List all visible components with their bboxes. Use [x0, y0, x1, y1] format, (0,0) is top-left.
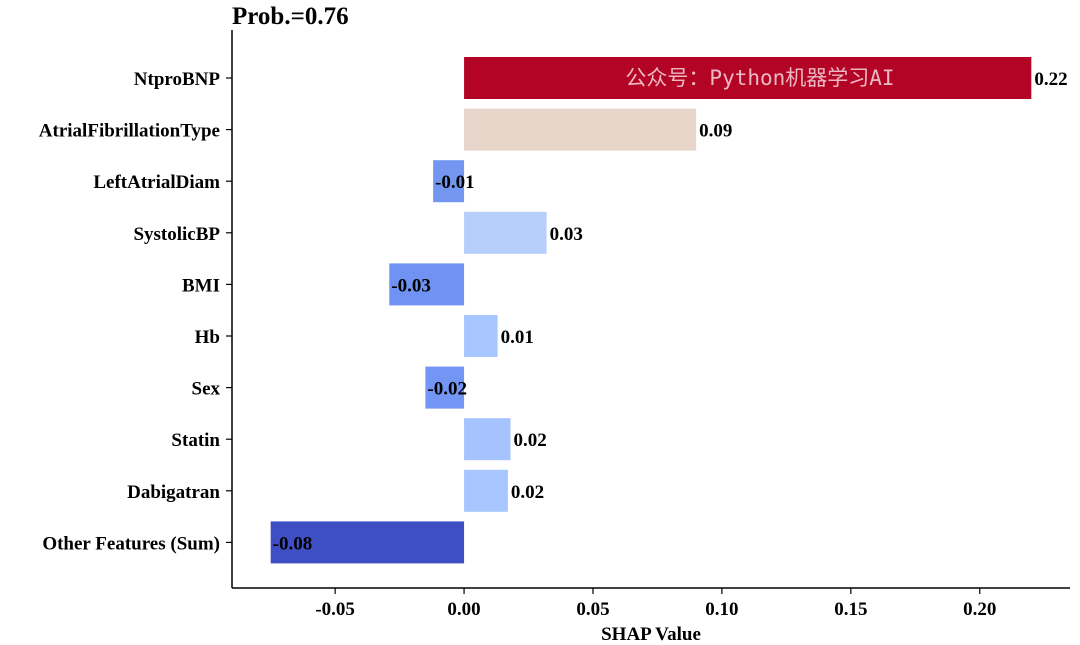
y-tick-label: AtrialFibrillationType [39, 121, 220, 142]
value-label: 0.03 [550, 224, 583, 245]
bar-leftatrialdiam [433, 160, 465, 203]
x-tick-label: -0.05 [315, 599, 355, 620]
x-axis: -0.05 0.00 0.05 0.10 0.15 0.20 [232, 587, 1070, 620]
y-axis: NtproBNP AtrialFibrillationType LeftAtrial… [39, 30, 233, 588]
y-tick-label: Hb [195, 327, 220, 348]
bar-ntprobnp [464, 57, 1032, 99]
bar-systolicbp [464, 211, 547, 254]
bars-group [270, 57, 1032, 564]
y-tick-label: LeftAtrialDiam [93, 172, 220, 193]
x-tick-label: 0.10 [705, 599, 738, 620]
x-axis-title: SHAP Value [601, 624, 701, 645]
y-tick-label: Statin [171, 430, 220, 451]
bar-sex [425, 366, 465, 409]
value-label: -0.08 [273, 533, 313, 554]
bar-other-features-sum- [270, 521, 465, 564]
y-tick-label: SystolicBP [133, 224, 220, 245]
watermark-text: 公众号：Python机器学习AI [625, 66, 894, 90]
bar-statin [464, 418, 511, 461]
y-tick-label: Other Features (Sum) [42, 533, 220, 554]
y-tick-label: NtproBNP [134, 69, 221, 90]
y-tick-label: BMI [182, 275, 220, 296]
x-tick-label: 0.00 [447, 599, 480, 620]
value-label: 0.22 [1034, 69, 1067, 90]
value-label: 0.02 [511, 482, 544, 503]
x-tick-label: 0.05 [576, 599, 609, 620]
y-tick-label: Sex [192, 379, 221, 400]
bar-atrialfibrillationtype [464, 108, 697, 151]
chart-title: Prob.=0.76 [232, 3, 349, 30]
bar-dabigatran [464, 469, 508, 512]
y-tick-label: Dabigatran [127, 482, 220, 503]
value-label: -0.01 [435, 172, 475, 193]
bar-hb [464, 315, 498, 357]
value-labels-group: 0.22 0.09 -0.01 0.03 -0.03 0.01 -0.02 0.02 0.02 -… [273, 69, 1068, 554]
x-tick-label: 0.15 [834, 599, 867, 620]
value-label: 0.09 [699, 121, 732, 142]
value-label: -0.02 [427, 379, 467, 400]
value-label: 0.01 [501, 327, 534, 348]
x-tick-label: 0.20 [963, 599, 996, 620]
value-label: -0.03 [391, 275, 431, 296]
bar-bmi [389, 263, 465, 306]
value-label: 0.02 [513, 430, 546, 451]
